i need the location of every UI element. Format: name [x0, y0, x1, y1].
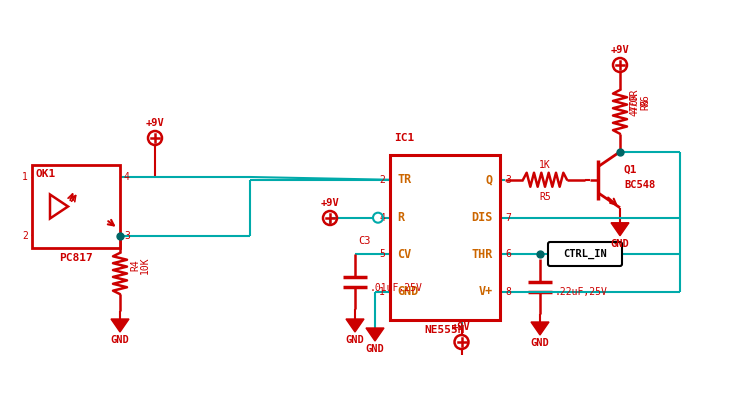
Text: Q1: Q1: [624, 165, 638, 175]
Polygon shape: [611, 223, 629, 236]
Text: BC548: BC548: [624, 180, 656, 190]
Text: 1: 1: [22, 172, 28, 182]
Text: 2: 2: [22, 231, 28, 241]
Text: +9V: +9V: [146, 118, 164, 128]
Text: CTRL_IN: CTRL_IN: [563, 249, 607, 259]
Polygon shape: [531, 322, 549, 335]
Text: C3: C3: [358, 236, 370, 246]
Bar: [390, 155, 500, 320]
Text: +9V: +9V: [610, 45, 629, 55]
Polygon shape: [50, 195, 68, 219]
Text: R6: R6: [640, 98, 650, 110]
Text: DIS: DIS: [472, 211, 493, 224]
Text: GND: GND: [346, 335, 364, 345]
Text: 8: 8: [505, 287, 511, 297]
Text: 470R: 470R: [630, 88, 640, 112]
Text: 5: 5: [379, 249, 385, 259]
Text: 7: 7: [505, 213, 511, 223]
Polygon shape: [111, 319, 129, 332]
Text: THR: THR: [472, 248, 493, 260]
Text: 1K: 1K: [539, 160, 550, 170]
Text: V+: V+: [478, 286, 493, 298]
Text: GND: GND: [366, 344, 384, 354]
Text: 2: 2: [379, 175, 385, 185]
Text: +9V: +9V: [321, 198, 339, 208]
Text: TR: TR: [397, 173, 411, 186]
Text: 6: 6: [505, 249, 511, 259]
Text: GND: GND: [610, 239, 629, 249]
Text: R4: R4: [130, 259, 140, 271]
Text: GND: GND: [397, 286, 418, 298]
FancyBboxPatch shape: [548, 242, 622, 266]
Polygon shape: [346, 319, 364, 332]
Text: 10K: 10K: [140, 257, 150, 274]
Text: R: R: [397, 211, 404, 224]
Text: 3: 3: [505, 175, 511, 185]
Text: IC1: IC1: [394, 133, 414, 143]
Text: OK1: OK1: [36, 169, 56, 179]
Text: NE555N: NE555N: [424, 325, 465, 335]
Text: CV: CV: [397, 248, 411, 260]
Text: R5: R5: [539, 192, 550, 202]
Polygon shape: [366, 328, 384, 341]
Text: GND: GND: [111, 335, 129, 345]
Text: .22uF,25V: .22uF,25V: [555, 288, 608, 297]
Text: C5: C5: [555, 244, 568, 254]
Text: 470R: 470R: [630, 92, 640, 115]
Text: GND: GND: [531, 338, 549, 348]
Text: 4: 4: [379, 213, 385, 223]
Text: 3: 3: [124, 231, 130, 241]
Bar: [32, 165, 120, 248]
Text: Q: Q: [486, 173, 493, 186]
Text: .01uF,25V: .01uF,25V: [370, 282, 423, 293]
Text: R6: R6: [640, 94, 650, 106]
Text: 4: 4: [124, 172, 130, 182]
Text: 1: 1: [379, 287, 385, 297]
Text: PC817: PC817: [59, 253, 93, 263]
Text: +9V: +9V: [452, 322, 471, 332]
